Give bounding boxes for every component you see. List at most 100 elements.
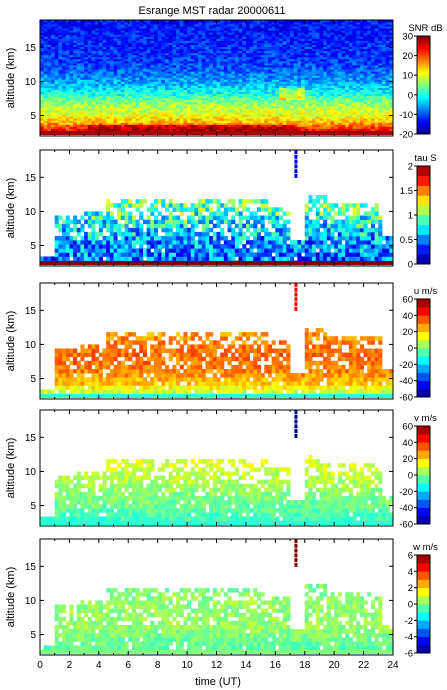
heatmap-cell: [40, 50, 45, 54]
heatmap-cell: [234, 95, 239, 99]
heatmap-cell: [139, 83, 144, 86]
heatmap-cell: [234, 32, 239, 35]
heatmap-cell: [190, 101, 195, 105]
heatmap-cell: [98, 54, 103, 58]
heatmap-cell: [286, 120, 291, 123]
heatmap-cell: [212, 28, 217, 31]
heatmap-cell: [238, 116, 243, 119]
heatmap-cell: [290, 71, 295, 74]
heatmap-cell: [223, 130, 228, 133]
heatmap-cell: [323, 24, 328, 27]
heatmap-cell: [187, 85, 192, 88]
heatmap-cell: [84, 103, 89, 107]
heatmap-cell: [168, 91, 173, 95]
heatmap-cell: [293, 60, 298, 64]
heatmap-cell: [212, 32, 217, 35]
heatmap-cell: [106, 34, 111, 37]
heatmap-cell: [260, 112, 265, 115]
heatmap-cell: [51, 48, 56, 52]
heatmap-cell: [113, 110, 118, 113]
heatmap-cell: [109, 44, 114, 48]
heatmap-cell: [301, 73, 306, 76]
heatmap-cell: [172, 52, 177, 56]
heatmap-cell: [190, 81, 195, 84]
heatmap-cell: [87, 40, 92, 43]
heatmap-cell: [286, 105, 291, 109]
heatmap-cell: [84, 108, 89, 111]
heatmap-cell: [142, 30, 148, 33]
heatmap-cell: [352, 130, 357, 133]
heatmap-cell: [62, 69, 67, 72]
heatmap-cell: [264, 116, 269, 119]
heatmap-cell: [73, 99, 78, 103]
heatmap-cell: [54, 83, 59, 86]
heatmap-cell: [135, 67, 140, 70]
heatmap-cell: [242, 99, 247, 103]
heatmap-cell: [301, 54, 306, 58]
heatmap-cell: [76, 58, 81, 62]
heatmap-cell: [348, 48, 353, 52]
heatmap-cell: [238, 71, 243, 74]
heatmap-cell: [194, 122, 199, 125]
heatmap-cell: [194, 71, 199, 74]
heatmap-cell: [172, 132, 177, 136]
heatmap-cell: [172, 71, 177, 74]
heatmap-cell: [65, 54, 70, 58]
heatmap-cell: [98, 67, 103, 70]
heatmap-cell: [334, 40, 339, 43]
heatmap-cell: [58, 46, 63, 50]
heatmap-cell: [282, 116, 287, 119]
heatmap-cell: [109, 48, 114, 52]
heatmap-cell: [150, 85, 155, 88]
heatmap-cell: [249, 40, 254, 43]
heatmap-cell: [337, 87, 342, 90]
heatmap-cell: [194, 75, 199, 78]
heatmap-cell: [319, 87, 324, 90]
heatmap-cell: [245, 103, 250, 107]
heatmap-cell: [84, 91, 89, 95]
heatmap-cell: [319, 52, 324, 56]
heatmap-cell: [348, 22, 353, 25]
heatmap-cell: [190, 24, 195, 27]
heatmap-cell: [58, 48, 63, 52]
heatmap-cell: [95, 60, 100, 64]
heatmap-cell: [256, 97, 262, 101]
heatmap-cell: [62, 99, 67, 103]
heatmap-cell: [165, 58, 170, 62]
heatmap-cell: [253, 62, 258, 66]
heatmap-cell: [234, 91, 239, 95]
heatmap-cell: [135, 101, 140, 105]
heatmap-cell: [58, 26, 63, 29]
heatmap-cell: [190, 77, 195, 80]
heatmap-cell: [142, 69, 148, 72]
heatmap-cell: [142, 58, 148, 62]
heatmap-cell: [95, 81, 100, 84]
heatmap-cell: [102, 105, 107, 109]
heatmap-cell: [47, 132, 52, 136]
heatmap-cell: [73, 32, 78, 35]
heatmap-cell: [245, 58, 250, 62]
heatmap-cell: [319, 79, 324, 82]
heatmap-cell: [106, 36, 111, 39]
heatmap-cell: [161, 132, 166, 136]
heatmap-cell: [190, 87, 195, 90]
heatmap-cell: [256, 40, 262, 43]
heatmap-cell: [234, 99, 239, 103]
heatmap-cell: [330, 79, 335, 82]
heatmap-cell: [260, 91, 265, 95]
heatmap-cell: [117, 40, 122, 43]
heatmap-cell: [345, 91, 350, 95]
heatmap-cell: [293, 128, 298, 131]
heatmap-cell: [216, 48, 221, 52]
heatmap-cell: [139, 75, 144, 78]
heatmap-cell: [279, 91, 284, 95]
heatmap-cell: [264, 77, 269, 80]
heatmap-cell: [330, 50, 335, 54]
heatmap-cell: [131, 110, 137, 113]
heatmap-cell: [161, 81, 166, 84]
heatmap-cell: [69, 79, 74, 82]
heatmap-cell: [187, 99, 192, 103]
heatmap-cell: [106, 132, 111, 136]
heatmap-cell: [249, 22, 254, 25]
heatmap-cell: [43, 77, 48, 80]
